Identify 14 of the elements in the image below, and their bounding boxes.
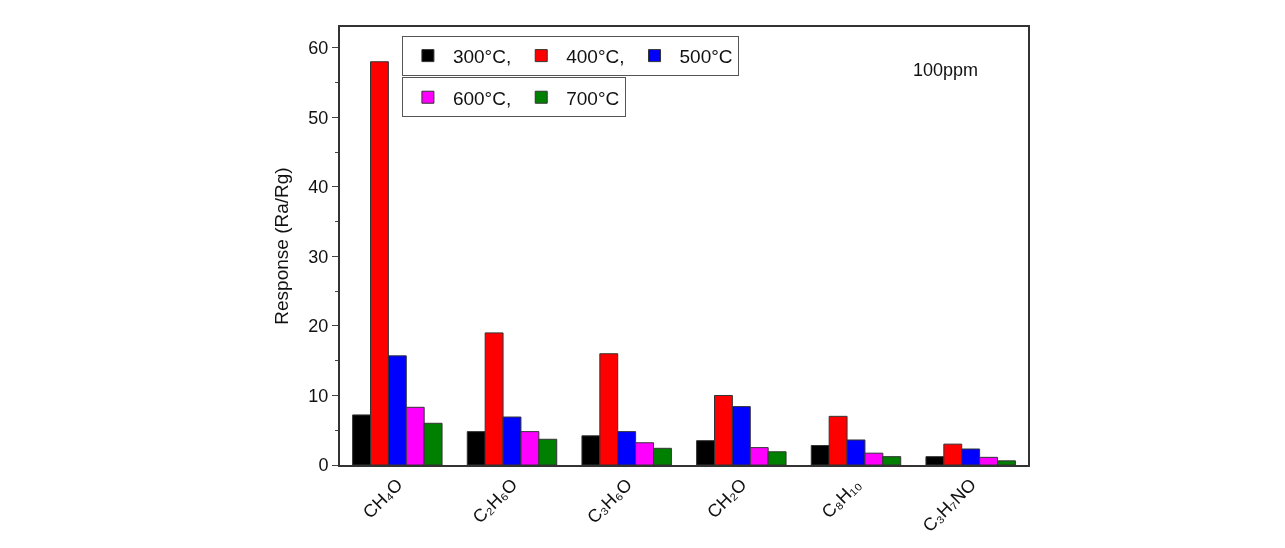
annotation: 100ppm: [913, 60, 979, 80]
y-tick-label: 50: [308, 107, 329, 128]
y-tick-label: 20: [308, 316, 329, 337]
y-axis-title: Response (Ra/Rg): [270, 167, 292, 325]
legend-label: 300°C,: [452, 46, 512, 68]
y-tick-label: 30: [308, 246, 329, 267]
legend-label: 600°C,: [452, 87, 512, 109]
y-tick-label: 40: [308, 177, 329, 198]
y-tick-label: 0: [318, 455, 329, 476]
legend-label: 500°C: [679, 46, 733, 68]
y-tick-label: 60: [308, 38, 329, 59]
legend-label: 700°C: [566, 87, 620, 109]
y-tick-label: 10: [308, 385, 329, 406]
legend-label: 400°C,: [566, 46, 625, 68]
